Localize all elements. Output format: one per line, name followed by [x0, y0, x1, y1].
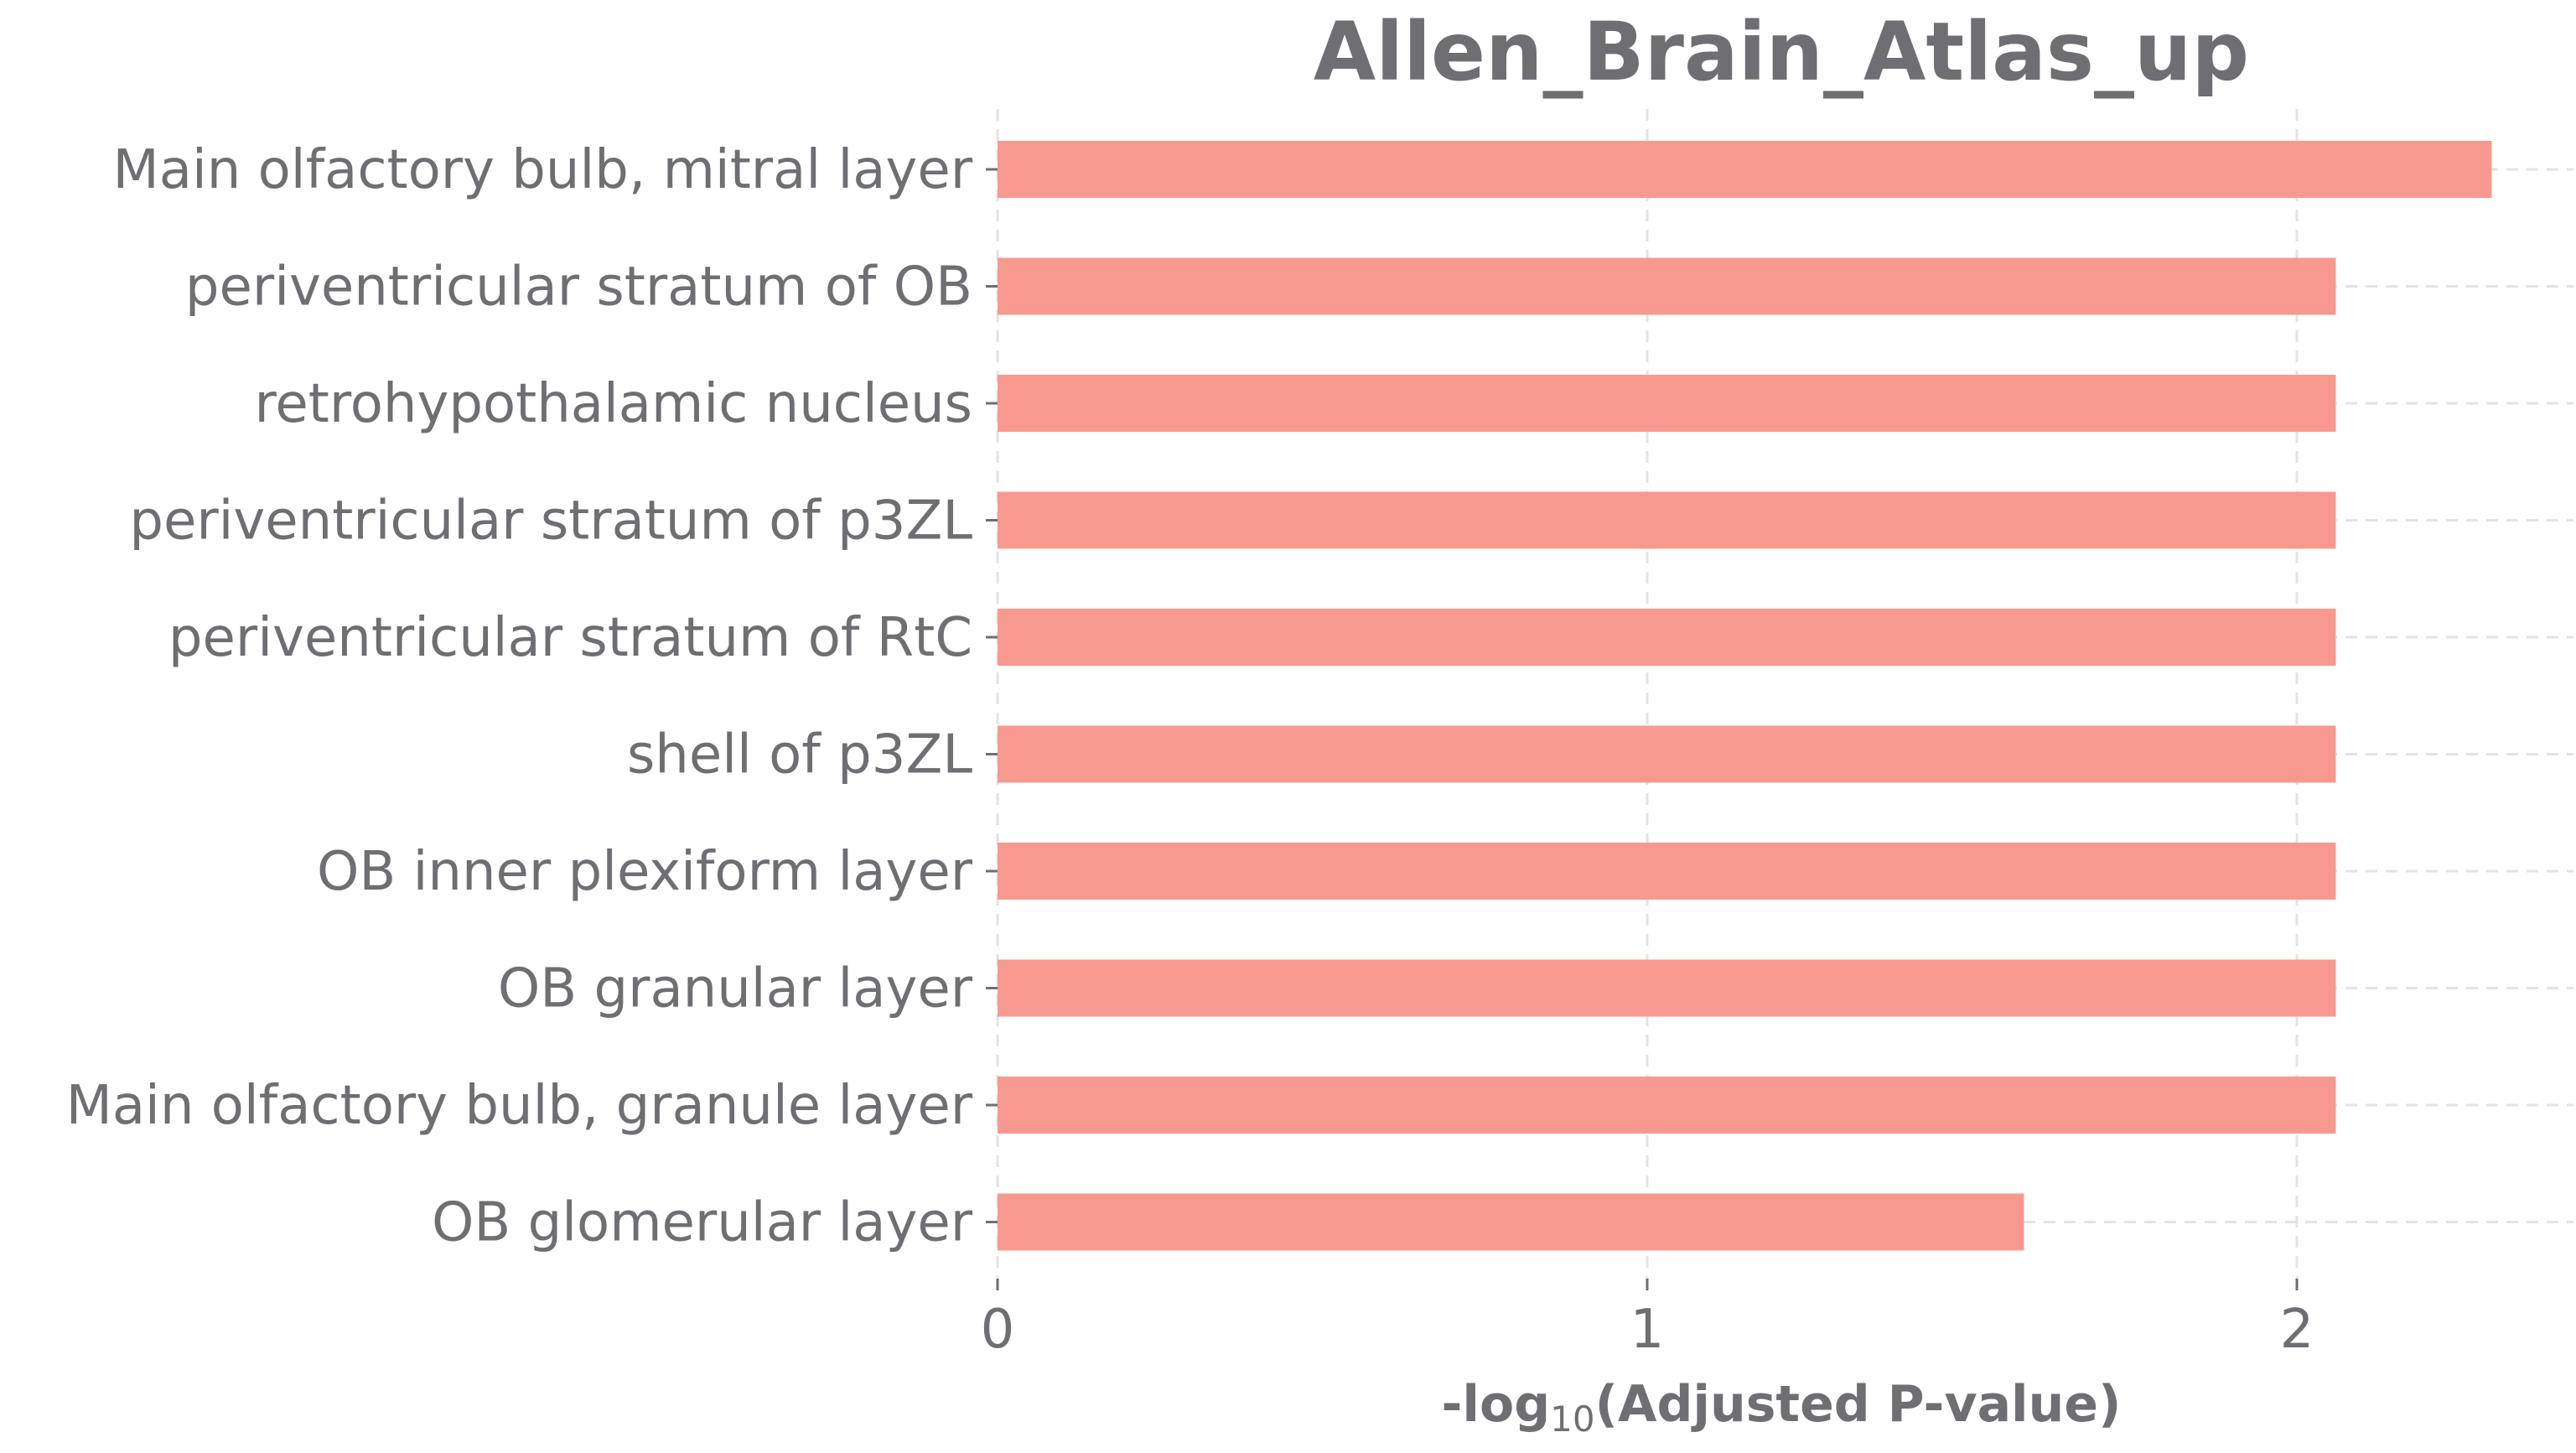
x-tick-label: 2: [2280, 1299, 2314, 1361]
category-label: Main olfactory bulb, granule layer: [66, 1075, 973, 1137]
x-axis-label: -log10(Adjusted P-value): [1442, 1375, 2122, 1440]
x-tick-label: 0: [981, 1299, 1015, 1361]
x-tick-label: 1: [1630, 1299, 1665, 1361]
bar: [998, 375, 2336, 432]
category-label: retrohypothalamic nucleus: [254, 373, 972, 435]
x-axis-ticks: 0 1 2: [981, 1279, 2314, 1361]
bars-layer: [998, 141, 2492, 1251]
x-axis-label-prefix: -log: [1442, 1375, 1551, 1434]
bar: [998, 1077, 2336, 1134]
bar: [998, 491, 2336, 549]
category-label: OB inner plexiform layer: [317, 841, 973, 903]
category-label: periventricular stratum of OB: [185, 257, 972, 319]
x-axis-label-subscript: 10: [1550, 1399, 1594, 1440]
bar: [998, 959, 2336, 1017]
category-labels: Main olfactory bulb, mitral layer periven…: [66, 139, 998, 1254]
bar: [998, 725, 2336, 783]
bar: [998, 609, 2336, 666]
category-label: periventricular stratum of p3ZL: [129, 490, 972, 553]
category-label: periventricular stratum of RtC: [168, 607, 972, 669]
category-label: shell of p3ZL: [627, 724, 972, 786]
bar: [998, 141, 2492, 198]
x-axis-label-suffix: (Adjusted P-value): [1595, 1375, 2122, 1434]
bar: [998, 843, 2336, 900]
category-label: OB glomerular layer: [432, 1192, 973, 1254]
category-label: Main olfactory bulb, mitral layer: [113, 139, 973, 201]
bar: [998, 1193, 2024, 1251]
category-label: OB granular layer: [498, 958, 973, 1020]
chart-title: Allen_Brain_Atlas_up: [1314, 5, 2249, 99]
bar: [998, 257, 2336, 315]
